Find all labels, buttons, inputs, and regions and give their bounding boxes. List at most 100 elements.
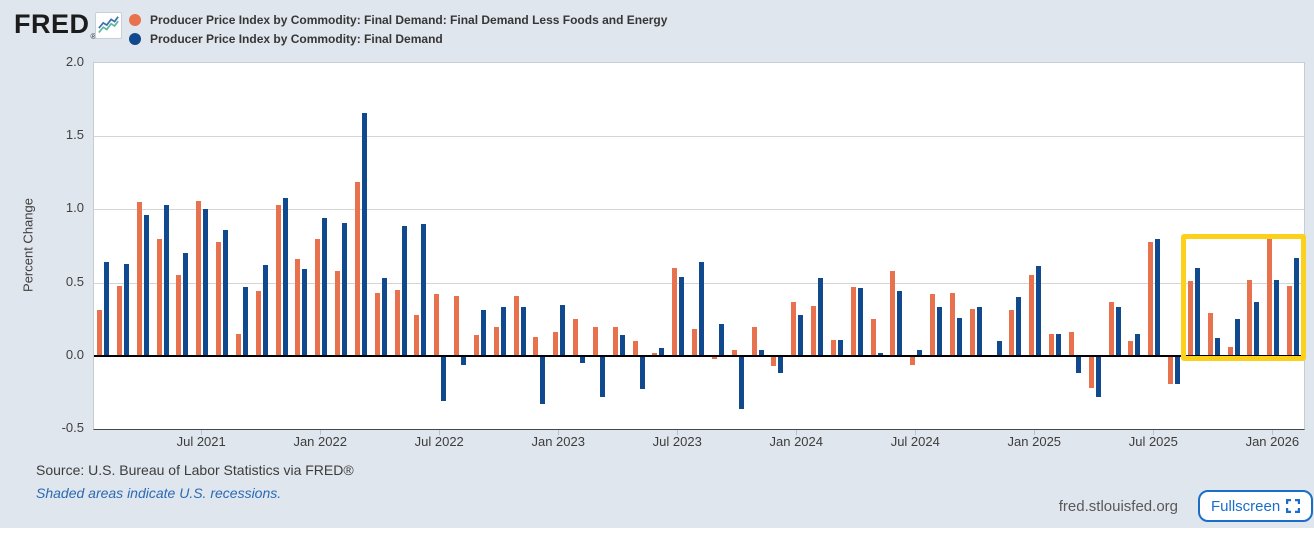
bar-less-foods-energy [335,270,341,356]
fullscreen-button[interactable]: Fullscreen [1198,490,1314,522]
y-tick-label: 0.0 [65,346,84,362]
bar-final-demand [877,352,883,356]
bar-final-demand [659,348,665,356]
bar-final-demand [996,341,1002,356]
bar-final-demand [897,291,903,356]
bar-final-demand [183,253,189,356]
bar-less-foods-energy [255,291,261,356]
bar-less-foods-energy [1009,310,1015,356]
fred-logo[interactable]: FRED® [14,9,96,41]
bar-final-demand [520,307,526,356]
bar-final-demand [1135,333,1141,356]
bar-less-foods-energy [672,267,678,356]
bar-less-foods-energy [751,326,757,356]
x-tick-label: Jan 2022 [293,434,347,449]
bar-final-demand [699,262,705,356]
bar-less-foods-energy [156,238,162,356]
x-tick [439,430,441,435]
bar-less-foods-energy [136,202,142,356]
y-tick-label: -0.5 [61,420,84,435]
bar-less-foods-energy [454,295,460,356]
site-url[interactable]: fred.stlouisfed.org [1058,498,1178,515]
bar-less-foods-energy [850,286,856,356]
bar-less-foods-energy [890,270,896,356]
bar-final-demand [540,355,546,405]
bar-final-demand [1056,333,1062,356]
legend-item: Producer Price Index by Commodity: Final… [129,10,667,29]
bar-less-foods-energy [295,259,301,356]
legend-label-series2[interactable]: Producer Price Index by Commodity: Final… [150,31,443,46]
bar-less-foods-energy [553,332,559,356]
bar-less-foods-energy [1187,281,1193,356]
bar-final-demand [1016,297,1022,356]
y-axis-title: Percent Change [20,198,36,292]
bar-final-demand [976,307,982,356]
bar-final-demand [1036,266,1042,356]
bar-final-demand [242,286,248,356]
bar-final-demand [421,224,427,356]
bar-less-foods-energy [434,294,440,356]
bar-less-foods-energy [275,205,281,356]
bar-final-demand [560,304,566,356]
bar-final-demand [361,112,367,356]
x-tick [558,430,560,435]
x-tick [677,430,679,435]
bar-final-demand [500,307,506,356]
bar-final-demand [441,355,447,402]
bar-less-foods-energy [1267,238,1273,356]
bar-final-demand [917,349,923,356]
bar-less-foods-energy [1049,333,1055,356]
bar-final-demand [857,288,863,356]
y-tick-label: 1.0 [65,200,84,216]
bar-less-foods-energy [493,326,499,356]
bar-final-demand [599,355,605,397]
x-tick-label: Jul 2022 [414,434,464,449]
x-tick-label: Jul 2021 [176,434,226,449]
recession-note[interactable]: Shaded areas indicate U.S. recessions. [36,485,282,501]
bar-less-foods-energy [870,319,876,356]
x-tick-label: Jan 2024 [769,434,824,449]
bar-less-foods-energy [830,339,836,356]
bar-final-demand [163,205,169,356]
y-tick-label: 2.0 [65,54,84,69]
highlight-box [1180,234,1307,362]
bar-less-foods-energy [374,292,380,356]
bar-less-foods-energy [573,319,579,356]
bar-less-foods-energy [1247,279,1253,356]
bar-less-foods-energy [930,294,936,356]
bar-less-foods-energy [910,355,916,365]
bar-less-foods-energy [692,329,698,356]
bar-final-demand [143,215,149,356]
bar-less-foods-energy [116,285,122,356]
bar-less-foods-energy [711,355,717,359]
bar-final-demand [1254,301,1260,356]
bar-final-demand [1075,355,1081,374]
x-tick [1153,430,1155,435]
bottom-strip [0,528,1314,541]
bar-final-demand [738,355,744,409]
bar-final-demand [1234,319,1240,356]
plot-area[interactable] [93,62,1305,430]
bar-less-foods-energy [1029,275,1035,356]
bar-final-demand [401,225,407,356]
bar-less-foods-energy [969,308,975,356]
x-tick [1272,430,1274,435]
legend-item: Producer Price Index by Commodity: Final… [129,29,667,48]
bar-final-demand [342,222,348,356]
bar-final-demand [1095,355,1101,397]
bar-less-foods-energy [632,341,638,356]
bar-less-foods-energy [513,295,519,356]
bar-final-demand [1194,267,1200,356]
bar-less-foods-energy [1168,355,1174,384]
source-line: Source: U.S. Bureau of Labor Statistics … [36,462,354,478]
bar-final-demand [322,218,328,356]
bar-final-demand [123,263,129,356]
bar-final-demand [937,307,943,356]
bar-less-foods-energy [315,238,321,356]
legend-label-series1[interactable]: Producer Price Index by Commodity: Final… [150,12,668,27]
bar-less-foods-energy [652,352,658,356]
bar-final-demand [837,339,843,356]
zero-line [94,354,1304,357]
gridline [94,282,1304,284]
x-tick-label: Jan 2023 [531,434,585,449]
